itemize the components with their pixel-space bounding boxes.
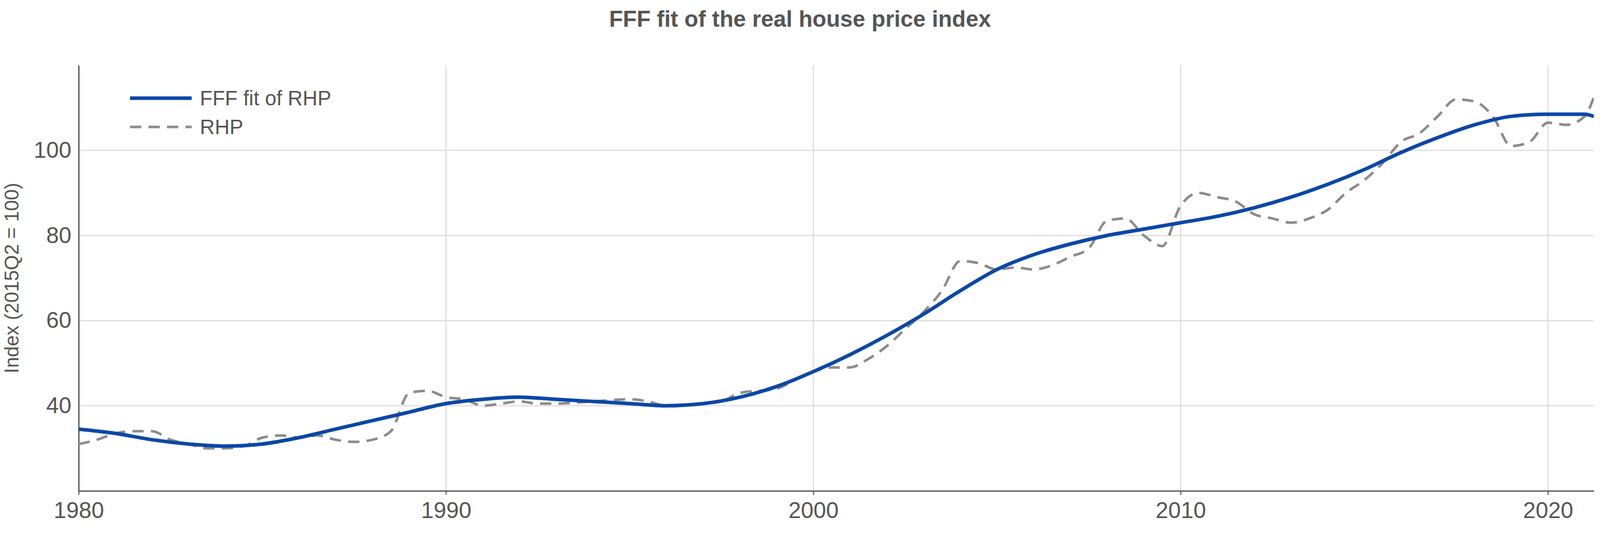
x-tick-mark <box>1180 490 1182 495</box>
y-axis-line <box>78 65 80 492</box>
y-tick: 80 <box>46 222 79 248</box>
x-tick: 1990 <box>420 490 472 523</box>
y-axis-title: Index (2015Q2 = 100) <box>1 182 23 374</box>
legend-swatch <box>129 96 192 101</box>
x-tick-label: 2020 <box>1522 497 1574 523</box>
legend-label: RHP <box>199 115 244 139</box>
y-tick: 40 <box>46 392 79 418</box>
chart: FFF fit of the real house price index 198… <box>0 0 1600 553</box>
grid-line-x <box>78 65 80 491</box>
grid-line-y <box>78 150 1594 152</box>
grid <box>78 65 1594 491</box>
grid-line-x <box>812 65 814 491</box>
title: FFF fit of the real house price index <box>608 6 992 32</box>
series-line <box>78 97 1594 449</box>
grid-line-x <box>445 65 447 491</box>
x-axis: 1980 1990 2000 2010 2020 <box>53 490 1595 523</box>
x-tick-label: 1980 <box>53 497 105 523</box>
legend-label: FFF fit of RHP <box>199 86 332 110</box>
legend: FFF fit of RHP RHP <box>129 86 332 139</box>
y-tick-label: 60 <box>46 307 72 333</box>
x-tick-mark <box>812 490 814 495</box>
x-tick: 2000 <box>788 490 839 523</box>
x-tick: 2010 <box>1155 490 1206 523</box>
y-tick: 100 <box>33 137 79 163</box>
y-tick-label: 100 <box>33 137 72 163</box>
y-tick: 60 <box>46 307 79 333</box>
legend-swatch <box>129 125 192 129</box>
y-axis: 40 60 80 100 <box>33 65 80 492</box>
x-tick-label: 2000 <box>788 497 839 523</box>
lines <box>78 97 1594 449</box>
grid-line-y <box>78 320 1594 322</box>
y-tick-label: 40 <box>46 392 72 418</box>
x-tick-label: 2010 <box>1155 497 1206 523</box>
x-tick: 1980 <box>53 490 105 523</box>
grid-line-x <box>1180 65 1182 491</box>
series-line <box>78 114 1594 446</box>
y-tick-label: 80 <box>46 222 72 248</box>
x-tick-mark <box>78 490 80 495</box>
plot: 1980 1990 2000 2010 2020 40 60 80 100 FFF fit of … <box>33 65 1595 523</box>
grid-line-x <box>1547 65 1549 491</box>
grid-line-y <box>78 234 1594 236</box>
x-tick-label: 1990 <box>420 497 472 523</box>
grid-line-y <box>78 404 1594 406</box>
x-tick: 2020 <box>1522 490 1574 523</box>
x-axis-line <box>79 490 1595 492</box>
x-tick-mark <box>1547 490 1549 495</box>
x-tick-mark <box>445 490 447 495</box>
